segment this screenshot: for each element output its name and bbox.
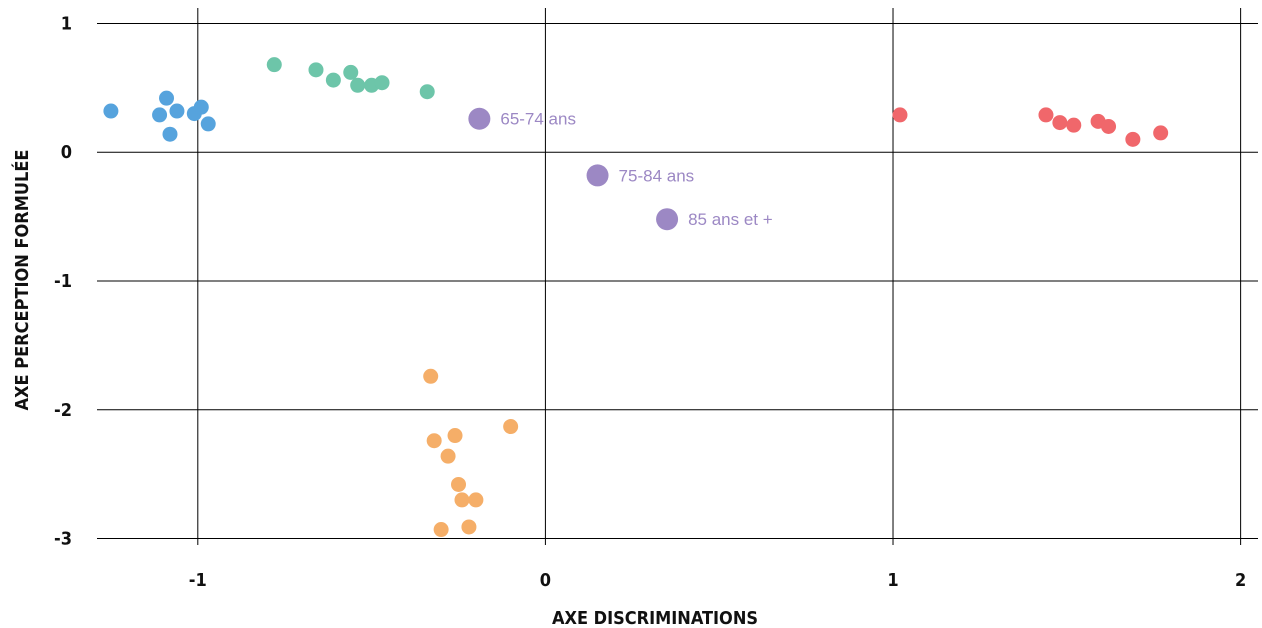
data-point — [892, 107, 908, 123]
data-point — [169, 103, 185, 119]
x-tick-label: 2 — [1235, 570, 1246, 591]
data-point — [266, 57, 282, 73]
data-point — [440, 448, 456, 464]
point-label: 65-74 ans — [500, 110, 576, 129]
x-tick-label: 0 — [540, 570, 551, 591]
y-tick-labels: -3 -2 -1 0 1 — [54, 13, 72, 549]
y-axis-title: AXE PERCEPTION FORMULÉE — [11, 150, 33, 411]
data-point — [468, 492, 484, 508]
data-point — [1125, 131, 1141, 147]
data-point — [325, 72, 341, 88]
series-0 — [103, 90, 216, 142]
data-point — [152, 107, 168, 123]
series-4: 65-74 ans 75-84 ans 85 ans et + — [468, 107, 773, 231]
series-2 — [892, 107, 1169, 147]
data-point — [419, 84, 435, 100]
gridlines — [97, 8, 1258, 545]
y-tick-label: -2 — [54, 400, 72, 421]
x-tick-label: -1 — [189, 570, 207, 591]
point-label: 75-84 ans — [619, 166, 695, 185]
data-point — [423, 368, 439, 384]
data-point — [1038, 107, 1054, 123]
data-point — [162, 126, 178, 142]
y-tick-label: 1 — [61, 13, 72, 34]
data-point — [656, 208, 679, 231]
data-point — [586, 164, 609, 187]
data-point — [103, 103, 119, 119]
y-tick-label: -1 — [54, 271, 72, 292]
data-point — [350, 77, 366, 93]
data-point — [468, 107, 491, 130]
point-label: 85 ans et + — [688, 210, 773, 229]
series-1 — [266, 57, 435, 100]
x-tick-label: 1 — [887, 570, 898, 591]
data-points: 65-74 ans 75-84 ans 85 ans et + — [103, 57, 1169, 538]
x-tick-labels: -1 0 1 2 — [189, 570, 1246, 591]
data-point — [200, 116, 216, 132]
data-point — [1101, 118, 1117, 134]
data-point — [374, 75, 390, 91]
data-point — [461, 519, 477, 535]
data-point — [451, 476, 467, 492]
series-3 — [423, 368, 519, 538]
data-point — [426, 433, 442, 449]
data-point — [343, 64, 359, 80]
data-point — [159, 90, 175, 106]
data-point — [1153, 125, 1169, 141]
data-point — [1052, 115, 1068, 131]
data-point — [308, 62, 324, 78]
data-point — [503, 419, 519, 435]
data-point — [454, 492, 470, 508]
data-point — [1066, 117, 1082, 133]
data-point — [193, 99, 209, 115]
y-tick-label: -3 — [54, 529, 72, 550]
data-point — [447, 428, 463, 444]
y-tick-label: 0 — [61, 142, 72, 163]
x-axis-title: AXE DISCRIMINATIONS — [552, 608, 758, 628]
data-point — [433, 522, 449, 538]
